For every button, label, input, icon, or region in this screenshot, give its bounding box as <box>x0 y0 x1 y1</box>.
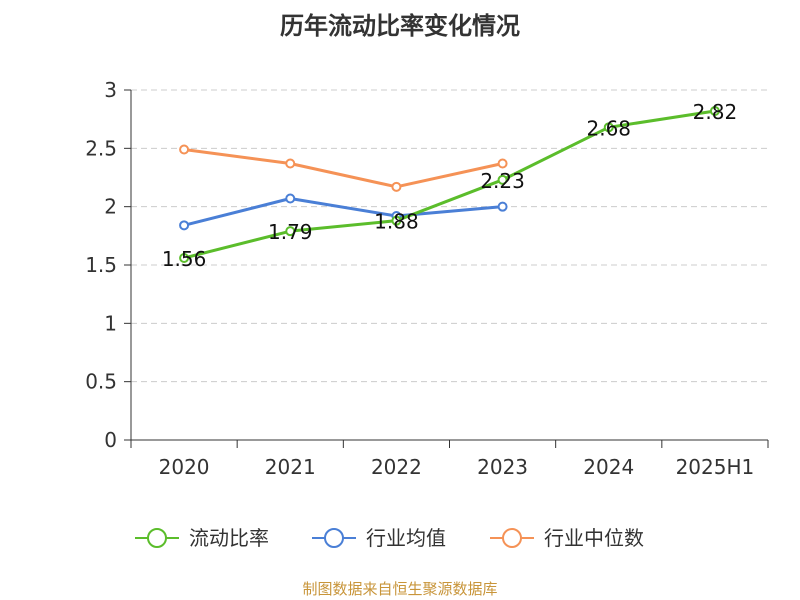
source-note: 制图数据来自恒生聚源数据库 <box>302 580 498 598</box>
y-tick-label: 1 <box>104 311 117 335</box>
y-tick-label: 0 <box>104 428 117 452</box>
chart-title: 历年流动比率变化情况 <box>280 12 520 40</box>
data-label: 2.82 <box>693 100 738 124</box>
series-line <box>183 197 503 227</box>
legend-marker-icon <box>502 528 522 548</box>
series-line <box>183 109 716 260</box>
x-tick-label: 2022 <box>371 455 422 479</box>
legend-marker-icon <box>147 528 167 548</box>
x-tick-label: 2021 <box>265 455 316 479</box>
data-point <box>285 226 296 237</box>
data-label: 1.79 <box>268 220 313 244</box>
legend-label: 行业均值 <box>366 526 446 550</box>
x-tick-label: 2024 <box>583 455 634 479</box>
series-line <box>183 148 503 189</box>
series-lines <box>179 106 720 263</box>
data-label: 2.23 <box>480 169 525 193</box>
data-label: 1.88 <box>374 210 419 234</box>
data-point <box>391 181 402 192</box>
data-labels: 1.56 1.79 1.88 2.23 2.68 2.82 <box>162 100 737 271</box>
data-point <box>391 215 402 226</box>
data-point <box>497 158 508 169</box>
x-tick-label: 2023 <box>477 455 528 479</box>
y-tick-label: 1.5 <box>85 253 117 277</box>
data-point <box>285 158 296 169</box>
legend-label: 行业中位数 <box>544 526 644 550</box>
data-point <box>179 220 190 231</box>
data-point <box>497 201 508 212</box>
y-tick-label: 2.5 <box>85 136 117 160</box>
x-tick-label: 2020 <box>159 455 210 479</box>
data-point <box>179 253 190 263</box>
data-point <box>497 174 508 185</box>
data-point <box>285 193 296 204</box>
data-label: 2.68 <box>586 116 631 140</box>
legend-item[interactable]: 流动比率 <box>135 526 269 550</box>
data-label: 1.56 <box>162 247 207 271</box>
y-tick-label: 0.5 <box>85 370 117 394</box>
legend-item[interactable]: 行业均值 <box>312 526 446 550</box>
grid-lines <box>131 89 768 383</box>
legend[interactable]: 流动比率 行业均值 行业中位数 <box>135 526 644 550</box>
axes: 0 0.5 1 1.5 2 2.5 3 2020 2021 2022 2023 2024 2025H1 <box>85 78 769 479</box>
legend-label: 流动比率 <box>189 526 269 550</box>
x-tick-label: 2025H1 <box>676 455 755 479</box>
legend-marker-icon <box>324 528 344 548</box>
data-point <box>603 122 614 133</box>
y-tick-label: 3 <box>104 78 117 102</box>
y-tick-label: 2 <box>104 195 117 219</box>
data-point <box>179 144 190 155</box>
legend-item[interactable]: 行业中位数 <box>490 526 644 550</box>
data-point <box>709 106 720 116</box>
